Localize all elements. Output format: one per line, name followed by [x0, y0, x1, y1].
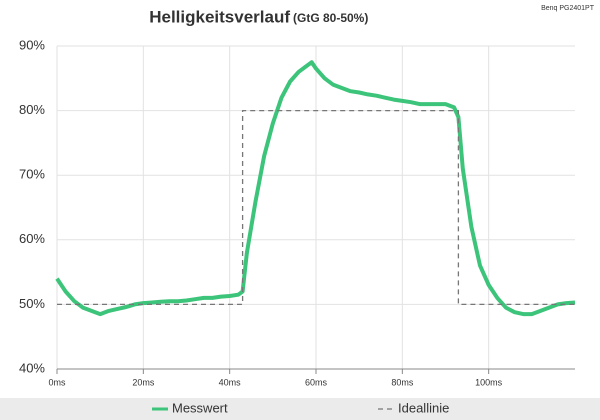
chart-title: Helligkeitsverlauf: [149, 7, 290, 26]
y-tick-label: 50%: [19, 296, 45, 311]
series-line: [55, 60, 576, 317]
y-tick-label: 70%: [19, 167, 45, 182]
legend-label: Messwert: [172, 400, 228, 415]
x-tick-label: 0ms: [48, 377, 66, 387]
annotation: Benq PG2401PT: [541, 5, 595, 12]
series-line: [57, 109, 575, 306]
legend-label: Ideallinie: [398, 400, 449, 415]
x-tick-label: 80ms: [391, 377, 414, 387]
y-tick-label: 90%: [19, 37, 45, 52]
x-tick-label: 100ms: [475, 377, 503, 387]
x-tick-label: 20ms: [132, 377, 155, 387]
x-tick-label: 40ms: [219, 377, 242, 387]
y-tick-label: 80%: [19, 102, 45, 117]
chart-subtitle: (GtG 80-50%): [293, 11, 368, 25]
y-tick-label: 40%: [19, 360, 45, 375]
x-tick-label: 60ms: [305, 377, 328, 387]
legend-background: [0, 398, 600, 420]
y-tick-label: 60%: [19, 231, 45, 246]
